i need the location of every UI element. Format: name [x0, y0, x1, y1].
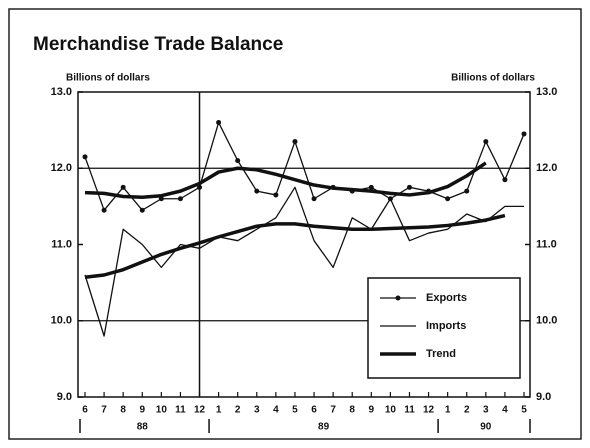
x-tick-label: 10 — [385, 405, 397, 416]
x-tick-label: 11 — [175, 405, 186, 416]
x-tick-label: 12 — [423, 405, 435, 416]
x-tick-label: 7 — [101, 405, 107, 416]
x-tick-label: 1 — [445, 405, 451, 416]
x-tick-label: 3 — [254, 405, 260, 416]
y2-axis-label: Billions of dollars — [451, 73, 535, 84]
point — [101, 207, 107, 213]
chart-title: Merchandise Trade Balance — [33, 34, 283, 55]
point — [521, 131, 527, 137]
x-tick-label: 9 — [139, 405, 145, 416]
point — [483, 139, 489, 145]
y-tick-label: 13.0 — [51, 86, 72, 98]
series-line — [84, 213, 506, 280]
y-tick-label: 10.0 — [51, 315, 72, 327]
point — [311, 196, 317, 202]
x-tick-label: 6 — [311, 405, 317, 416]
x-group-label: 89 — [318, 422, 330, 433]
x-group-label: 90 — [480, 422, 492, 433]
y-tick-label: 12.0 — [51, 162, 72, 174]
y2-tick-label: 12.0 — [536, 162, 557, 174]
point — [406, 184, 412, 190]
legend-marker — [395, 295, 401, 301]
x-tick-label: 8 — [120, 405, 126, 416]
x-tick-label: 12 — [194, 405, 206, 416]
point — [273, 192, 279, 198]
series-line — [84, 161, 487, 199]
legend-label: Exports — [426, 292, 467, 304]
x-tick-label: 2 — [235, 405, 241, 416]
point — [254, 188, 260, 194]
x-tick-label: 1 — [216, 405, 222, 416]
x-tick-label: 6 — [82, 405, 88, 416]
point — [292, 139, 298, 145]
x-tick-label: 4 — [273, 405, 279, 416]
point — [235, 158, 241, 164]
x-tick-label: 10 — [156, 405, 168, 416]
y2-tick-label: 10.0 — [536, 315, 557, 327]
point — [216, 120, 222, 125]
x-tick-label: 9 — [369, 405, 375, 416]
y-tick-label: 11.0 — [51, 238, 72, 250]
series-line — [84, 121, 525, 211]
x-tick-label: 5 — [521, 405, 527, 416]
point — [502, 177, 508, 183]
point — [368, 184, 374, 190]
x-tick-label: 8 — [349, 405, 355, 416]
point — [120, 184, 126, 190]
x-tick-label: 5 — [292, 405, 298, 416]
y-tick-label: 9.0 — [57, 391, 72, 403]
point — [197, 184, 203, 190]
legend-box — [367, 277, 521, 379]
point — [464, 188, 470, 194]
y-axis-label: Billions of dollars — [66, 73, 150, 84]
x-tick-label: 11 — [404, 405, 415, 416]
x-tick-label: 7 — [330, 405, 336, 416]
x-tick-label: 3 — [483, 405, 489, 416]
point — [139, 207, 145, 213]
y2-tick-label: 11.0 — [536, 238, 557, 250]
legend-label: Trend — [426, 348, 456, 360]
point — [177, 196, 183, 202]
legend-label: Imports — [426, 320, 466, 332]
x-group-label: 88 — [137, 422, 149, 433]
x-tick-label: 2 — [464, 405, 470, 416]
x-tick-label: 4 — [502, 405, 508, 416]
point — [82, 154, 88, 160]
y2-tick-label: 13.0 — [536, 86, 557, 98]
point — [445, 196, 451, 202]
frame — [8, 8, 582, 440]
y2-tick-label: 9.0 — [536, 391, 551, 403]
